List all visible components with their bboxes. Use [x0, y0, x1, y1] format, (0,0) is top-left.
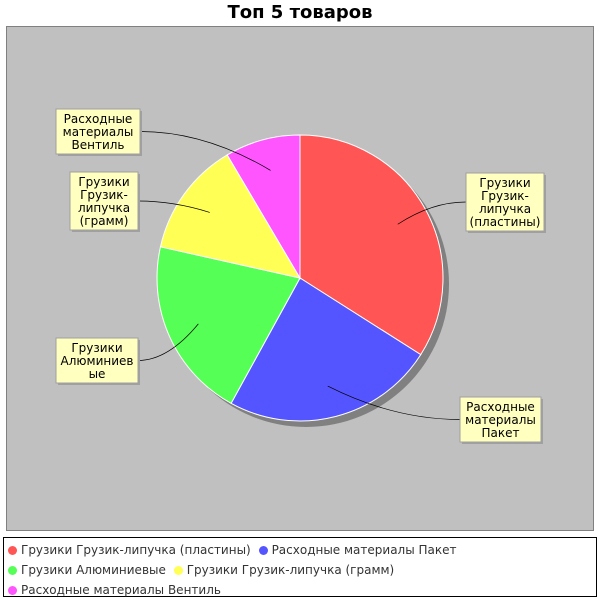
slice-label-text: Грузики [78, 175, 129, 189]
legend-item: Расходные материалы Пакет [258, 540, 457, 560]
pie-slice [230, 277, 422, 422]
slice-label-text: (грамм) [80, 214, 129, 228]
slice-label-text: Грузик- [481, 189, 529, 203]
slice-label-text: Грузики [71, 341, 122, 355]
slice-label-text: (пластины) [470, 215, 541, 229]
legend-swatch [8, 546, 17, 555]
legend-swatch [8, 586, 17, 595]
leader-line [137, 200, 210, 213]
leader-line [137, 323, 199, 361]
legend-swatch [8, 566, 17, 575]
pie-slice [159, 154, 302, 279]
pie-chart: ГрузикиГрузик-липучка(пластины)Расходные… [55, 108, 546, 444]
legend-swatch [173, 566, 183, 575]
legend-label: Расходные материалы Вентиль [21, 583, 221, 597]
slice-label-text: материалы [465, 413, 536, 427]
label-box [69, 171, 139, 231]
leader-line [397, 201, 467, 225]
legend-label: Грузики Грузик-липучка (пластины) [21, 543, 251, 557]
pie-slice [299, 134, 444, 356]
pie-slice [156, 246, 301, 404]
leader-line [139, 131, 271, 171]
legend-label: Грузики Алюминиевые [21, 563, 166, 577]
legend-row-3: Расходные материалы Вентиль [8, 580, 592, 600]
label-box [459, 396, 542, 443]
legend-label: Грузики Грузик-липучка (грамм) [186, 563, 395, 577]
pie-slice [226, 134, 301, 280]
slice-label-text: липучка [78, 201, 130, 215]
slice-label-text: Грузики [479, 176, 530, 190]
slice-label-text: липучка [479, 202, 531, 216]
slice-label-text: материалы [63, 125, 134, 139]
legend-swatch [258, 546, 268, 555]
legend-row-1: Грузики Грузик-липучка (пластины) Расход… [8, 540, 592, 560]
leader-line [327, 385, 461, 420]
slice-label-text: Пакет [482, 426, 520, 440]
slice-label-text: Грузик- [80, 188, 128, 202]
slice-label-text: Расходные [466, 400, 535, 414]
slice-label-text: Алюминиев [61, 354, 134, 368]
legend-item: Грузики Алюминиевые [8, 560, 166, 580]
slice-label-text: ые [89, 367, 106, 381]
legend: Грузики Грузик-липучка (пластины) Расход… [3, 537, 597, 597]
label-box [465, 172, 545, 232]
legend-item: Грузики Грузик-липучка (пластины) [8, 540, 251, 560]
legend-row-2: Грузики Алюминиевые Грузики Грузик-липуч… [8, 560, 592, 580]
chart-title: Топ 5 товаров [227, 2, 373, 23]
slice-label-text: Вентиль [72, 138, 125, 152]
legend-item: Грузики Грузик-липучка (грамм) [173, 560, 395, 580]
slice-label-text: Расходные [64, 112, 133, 126]
label-box [55, 108, 141, 155]
label-box [55, 337, 139, 384]
legend-label: Расходные материалы Пакет [271, 543, 457, 557]
legend-item: Расходные материалы Вентиль [8, 580, 221, 600]
